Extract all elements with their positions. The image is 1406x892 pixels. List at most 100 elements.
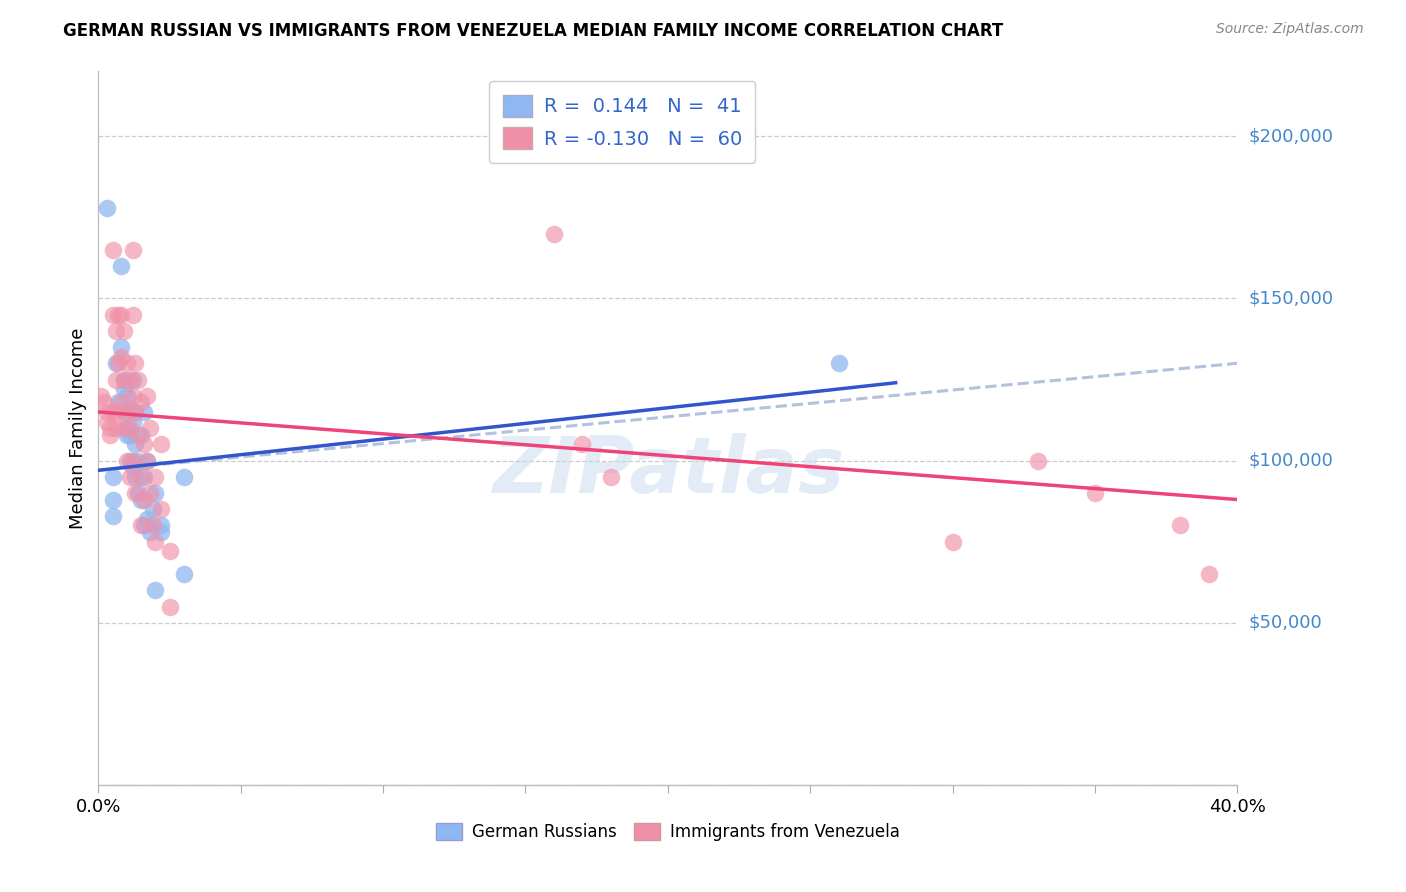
Point [101, 508, 124, 523]
Point [145, 583, 167, 598]
Point [115, 421, 138, 435]
Point [127, 453, 149, 467]
Point [112, 324, 135, 338]
Point [141, 518, 163, 533]
Point [173, 567, 195, 582]
Point [138, 421, 160, 435]
Point [96, 415, 118, 429]
Point [132, 492, 155, 507]
Point [129, 492, 152, 507]
Point [129, 518, 152, 533]
Point [138, 524, 160, 539]
Point [124, 486, 146, 500]
Point [124, 356, 146, 370]
Point [141, 502, 163, 516]
Text: Source: ZipAtlas.com: Source: ZipAtlas.com [1216, 22, 1364, 37]
Point [1170, 518, 1192, 533]
Point [101, 243, 124, 257]
Point [101, 308, 124, 322]
Point [129, 470, 152, 484]
Point [112, 372, 135, 386]
Text: $200,000: $200,000 [1249, 128, 1333, 145]
Point [132, 470, 155, 484]
Point [107, 356, 129, 370]
Point [159, 599, 181, 614]
Point [129, 395, 152, 409]
Point [110, 395, 132, 409]
Point [127, 486, 149, 500]
Point [110, 259, 132, 273]
Point [101, 470, 124, 484]
Point [150, 437, 173, 451]
Text: $100,000: $100,000 [1249, 451, 1333, 469]
Point [1084, 486, 1107, 500]
Point [98, 421, 121, 435]
Point [124, 437, 146, 451]
Point [104, 372, 127, 386]
Point [93, 395, 115, 409]
Point [124, 405, 146, 419]
Point [173, 470, 195, 484]
Point [112, 421, 135, 435]
Point [96, 405, 118, 419]
Point [138, 486, 160, 500]
Text: $50,000: $50,000 [1249, 614, 1322, 632]
Point [121, 415, 143, 429]
Point [124, 470, 146, 484]
Point [129, 427, 152, 442]
Text: $150,000: $150,000 [1249, 289, 1333, 308]
Point [115, 389, 138, 403]
Point [104, 356, 127, 370]
Point [101, 405, 124, 419]
Point [121, 460, 143, 475]
Point [90, 389, 112, 403]
Point [118, 470, 141, 484]
Point [135, 389, 157, 403]
Point [571, 437, 593, 451]
Point [150, 524, 173, 539]
Point [121, 243, 143, 257]
Point [101, 492, 124, 507]
Point [135, 453, 157, 467]
Point [145, 486, 167, 500]
Point [118, 372, 141, 386]
Point [115, 427, 138, 442]
Point [121, 453, 143, 467]
Point [828, 356, 851, 370]
Point [127, 427, 149, 442]
Point [112, 382, 135, 396]
Point [96, 201, 118, 215]
Y-axis label: Median Family Income: Median Family Income [69, 327, 87, 529]
Point [159, 544, 181, 558]
Point [127, 372, 149, 386]
Point [118, 421, 141, 435]
Point [135, 453, 157, 467]
Point [107, 308, 129, 322]
Point [115, 356, 138, 370]
Point [145, 470, 167, 484]
Point [121, 308, 143, 322]
Legend: German Russians, Immigrants from Venezuela: German Russians, Immigrants from Venezue… [429, 816, 907, 848]
Point [115, 453, 138, 467]
Point [124, 405, 146, 419]
Point [543, 227, 565, 241]
Point [112, 372, 135, 386]
Text: GERMAN RUSSIAN VS IMMIGRANTS FROM VENEZUELA MEDIAN FAMILY INCOME CORRELATION CHA: GERMAN RUSSIAN VS IMMIGRANTS FROM VENEZU… [63, 22, 1004, 40]
Point [121, 372, 143, 386]
Point [118, 401, 141, 416]
Point [132, 437, 155, 451]
Point [1026, 453, 1049, 467]
Point [145, 534, 167, 549]
Point [104, 324, 127, 338]
Point [98, 427, 121, 442]
Point [150, 502, 173, 516]
Point [107, 395, 129, 409]
Point [942, 534, 965, 549]
Point [110, 308, 132, 322]
Point [118, 427, 141, 442]
Point [1198, 567, 1220, 582]
Point [135, 512, 157, 526]
Text: ZIPatlas: ZIPatlas [492, 433, 844, 509]
Point [104, 421, 127, 435]
Point [115, 405, 138, 419]
